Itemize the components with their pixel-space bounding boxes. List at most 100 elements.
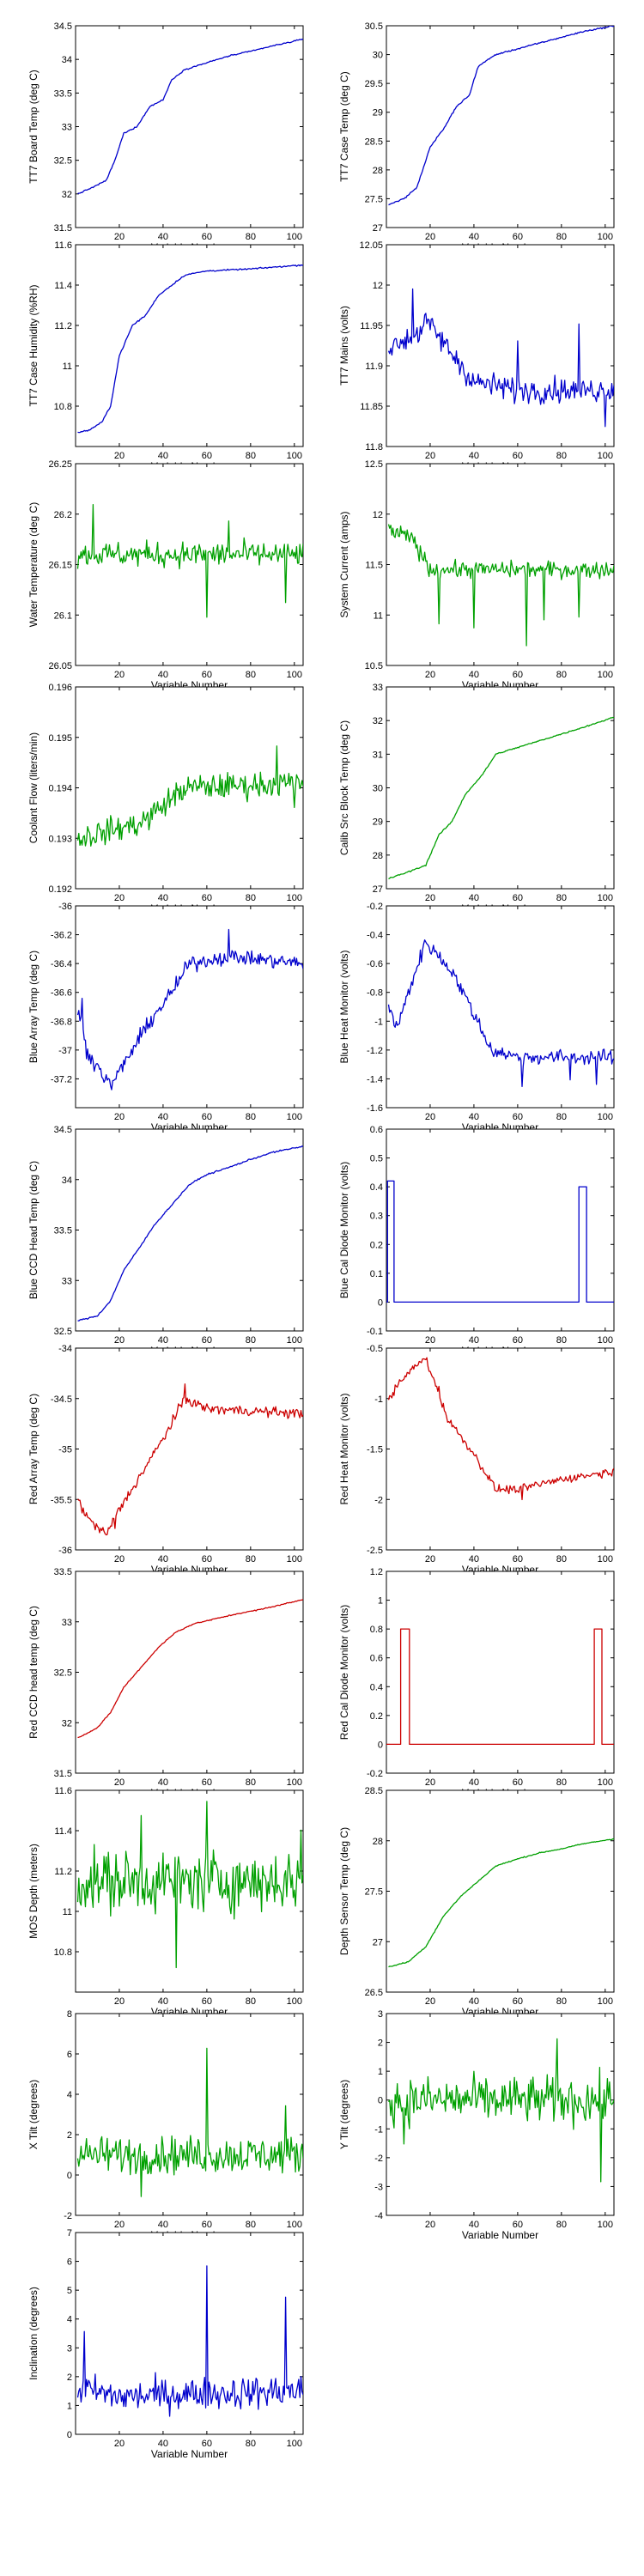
x-tick-label: 20 [114,1996,125,2007]
x-tick-label: 100 [287,670,302,680]
y-axis-label: TT7 Case Temp (deg C) [338,71,350,182]
x-tick-label: 100 [598,1335,613,1346]
x-tick-label: 40 [469,1996,479,2007]
x-tick-label: 80 [246,2439,256,2449]
y-tick-label: 11.9 [365,361,383,372]
plot-area [75,1571,304,1774]
y-tick-label: -36 [58,902,72,912]
y-tick-label: 26.15 [48,561,72,571]
x-tick-label: 80 [556,670,567,680]
x-tick-label: 80 [246,1777,256,1788]
plot-area [75,2232,304,2435]
plot-area [386,1347,615,1551]
plot-area [386,463,615,666]
y-tick-label: 11.4 [54,1826,72,1837]
x-tick-label: 100 [598,893,613,903]
chart-panel-10: -1.6 -1.4 -1.2 -1 -0.8 -0.6 -0.4 -0.2 20 40 60 80 10… [338,902,615,1131]
x-tick-label: 80 [246,1554,256,1564]
series-line [386,1628,614,1746]
y-tick-label: 11.6 [54,240,72,251]
y-tick-label: 28.5 [365,137,383,147]
y-tick-label: 0.195 [48,733,72,744]
x-tick-label: 20 [425,1335,435,1346]
y-tick-label: -36.8 [51,1017,72,1027]
y-tick-label: 8 [67,2009,72,2020]
y-tick-label: -1.4 [367,1074,383,1084]
x-tick-label: 60 [202,2439,212,2449]
series-line [76,504,303,618]
x-tick-label: 20 [425,1112,435,1122]
x-tick-label: 60 [513,232,523,242]
x-tick-label: 60 [513,1996,523,2007]
y-tick-label: 11.8 [365,442,383,453]
plot-area [386,1571,615,1774]
x-tick-label: 20 [114,1554,125,1564]
series-line [387,288,614,428]
y-tick-label: 1 [67,2401,72,2411]
x-tick-label: 60 [513,1554,523,1564]
x-tick-label: 100 [598,1777,613,1788]
y-axis-label: Red CCD head temp (deg C) [27,1606,39,1739]
y-tick-label: 10.8 [54,1947,72,1958]
y-tick-label: 29 [373,817,383,828]
x-tick-label: 40 [469,670,479,680]
x-axis-label: Variable Number [462,2006,538,2015]
y-tick-label: -0.2 [367,902,383,912]
y-tick-label: -0.8 [367,988,383,999]
series-line [76,2265,303,2417]
x-tick-label: 60 [202,1335,212,1346]
plot-area [75,2013,304,2216]
y-tick-label: 12 [373,281,383,291]
series-line [386,1180,614,1303]
y-tick-label: 26.1 [54,611,72,621]
y-tick-label: 0.194 [48,784,72,794]
y-tick-label: 4 [67,2090,72,2100]
y-tick-label: 26.5 [365,1988,383,1998]
x-tick-label: 40 [469,1335,479,1346]
y-axis-label: Blue CCD Head Temp (deg C) [27,1161,39,1299]
x-tick-label: 20 [114,1777,125,1788]
x-axis-label: Variable Number [151,2006,228,2015]
y-tick-label: -36.2 [51,931,72,941]
plot-area [386,905,615,1109]
y-axis-label: Depth Sensor Temp (deg C) [338,1827,350,1955]
y-tick-label: 26.25 [48,459,72,470]
x-tick-label: 80 [556,893,567,903]
x-tick-label: 100 [287,2439,302,2449]
y-tick-label: 0.2 [370,1711,383,1722]
series-line [77,39,303,195]
chart-panel-14: -2.5 -2 -1.5 -1 -0.5 20 40 60 80 100 Variable Numb… [338,1344,615,1573]
x-tick-label: 20 [425,232,435,242]
series-line [76,1801,303,1969]
y-tick-label: 2 [378,2038,383,2049]
y-tick-label: -0.4 [367,931,383,941]
y-tick-label: -35.5 [51,1495,72,1505]
x-tick-label: 40 [469,1777,479,1788]
x-tick-label: 40 [158,1996,168,2007]
x-tick-label: 40 [469,451,479,461]
x-axis-label: Variable Number [462,1121,538,1131]
y-tick-label: -1 [374,1394,383,1405]
x-tick-label: 40 [158,2439,168,2449]
series-line [77,264,303,434]
chart-panel-13: -36 -35.5 -35 -34.5 -34 20 40 60 80 100 Variable N… [27,1344,304,1573]
y-axis-label: Blue Heat Monitor (volts) [338,950,350,1063]
y-tick-label: 30 [373,784,383,794]
x-tick-label: 100 [287,2220,302,2230]
y-tick-label: -36 [58,1546,72,1556]
y-tick-label: 27 [373,884,383,895]
x-tick-label: 60 [202,2220,212,2230]
x-tick-label: 60 [513,451,523,461]
plot-area [386,25,615,228]
y-tick-label: 0.5 [370,1154,383,1164]
y-tick-label: 11.4 [54,281,72,291]
x-tick-label: 80 [246,451,256,461]
x-tick-label: 60 [513,1112,523,1122]
chart-panel-15: 31.5 32 32.5 33 33.5 20 40 60 80 100 Variable Numb… [27,1567,304,1796]
x-tick-label: 80 [556,1335,567,1346]
x-tick-label: 40 [158,1554,168,1564]
y-tick-label: 34 [62,55,72,65]
y-tick-label: 0.2 [370,1240,383,1250]
x-tick-label: 20 [114,670,125,680]
plot-area [386,2013,615,2216]
